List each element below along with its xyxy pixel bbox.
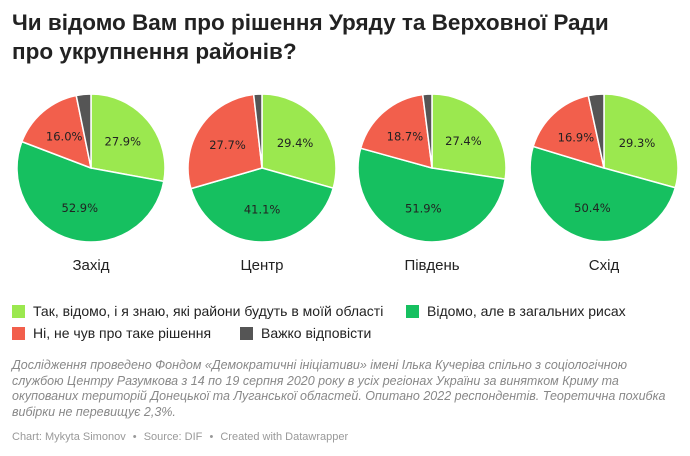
title-line-2: про укрупнення районів? <box>12 39 297 64</box>
credits: Chart: Mykyta Simonov • Source: DIF • Cr… <box>12 431 348 443</box>
pie-charts: 27.9% 52.9% 16.0% Захід 29.4% 41.1% 27.7% Центр… <box>16 93 679 274</box>
pie-slice-pivden-general <box>357 147 507 243</box>
credit-source: Source: DIF <box>143 431 203 443</box>
slice-label-skhid-no: 16.9% <box>558 131 595 145</box>
legend-item-no: Ні, не чув про таке рішення <box>12 325 240 341</box>
legend-swatch-yes-know <box>12 304 25 318</box>
legend-swatch-general <box>406 304 419 318</box>
legend-row-2: Ні, не чув про таке рішення Важко відпов… <box>12 322 682 344</box>
legend: Так, відомо, і я знаю, які райони будуть… <box>12 300 682 344</box>
region-label-skhid: Схід <box>589 257 620 274</box>
pie-slice-pivden-no <box>359 93 433 170</box>
slice-label-pivden-general: 51.9% <box>405 202 442 216</box>
slice-label-pivden-yes_know: 27.4% <box>445 134 482 148</box>
legend-item-hard: Важко відповісти <box>240 325 371 341</box>
slice-label-zakhid-no: 16.0% <box>46 129 83 143</box>
pie-slice-skhid-yes_know <box>603 93 679 189</box>
pie-slice-tsentr-general <box>190 167 335 243</box>
chart-title: Чи відомо Вам про рішення Уряду та Верхо… <box>12 8 682 66</box>
legend-label-yes-know: Так, відомо, і я знаю, які райони будуть… <box>33 303 384 319</box>
slice-label-zakhid-general: 52.9% <box>62 201 99 215</box>
legend-row-1: Так, відомо, і я знаю, які райони будуть… <box>12 300 682 322</box>
pie-slice-pivden-yes_know <box>431 93 507 180</box>
slice-label-tsentr-yes_know: 29.4% <box>277 136 314 150</box>
region-label-zakhid: Захід <box>73 257 110 274</box>
legend-item-general: Відомо, але в загальних рисах <box>406 303 626 319</box>
pie-slice-zakhid-no <box>20 94 93 170</box>
slice-label-tsentr-no: 27.7% <box>209 138 246 152</box>
region-label-tsentr: Центр <box>241 257 284 274</box>
pie-slice-tsentr-yes_know <box>261 93 337 190</box>
pie-slice-tsentr-no <box>187 93 263 190</box>
pie-slice-zakhid-general <box>16 140 165 243</box>
slice-label-zakhid-yes_know: 27.9% <box>105 135 142 149</box>
legend-label-no: Ні, не чув про таке рішення <box>33 325 212 341</box>
pie-slice-skhid-no <box>532 94 606 170</box>
legend-label-hard: Важко відповісти <box>261 325 372 341</box>
pie-slice-pivden-hard <box>421 93 433 169</box>
credit-created-with: Created with Datawrapper <box>220 431 349 443</box>
slice-label-tsentr-general: 41.1% <box>244 202 281 216</box>
legend-item-yes-know: Так, відомо, і я знаю, які райони будуть… <box>12 303 406 319</box>
pie-slice-skhid-general <box>529 145 677 243</box>
pie-slice-skhid-hard <box>587 93 605 169</box>
credit-separator: • <box>209 431 214 443</box>
slice-label-pivden-no: 18.7% <box>387 130 424 144</box>
title-line-1: Чи відомо Вам про рішення Уряду та Верхо… <box>12 10 609 35</box>
credit-separator: • <box>132 431 137 443</box>
legend-swatch-hard <box>240 326 253 340</box>
legend-label-general: Відомо, але в загальних рисах <box>427 303 626 319</box>
region-label-pivden: Південь <box>404 257 459 274</box>
slice-label-skhid-yes_know: 29.3% <box>619 136 656 150</box>
methodology-note: Дослідження проведено Фондом «Демократич… <box>12 358 666 419</box>
pie-slice-zakhid-yes_know <box>90 93 166 183</box>
slice-label-skhid-general: 50.4% <box>574 201 611 215</box>
pie-slice-zakhid-hard <box>75 93 92 169</box>
pie-slice-tsentr-hard <box>252 93 263 169</box>
credit-chart-author: Chart: Mykyta Simonov <box>12 431 126 443</box>
legend-swatch-no <box>12 326 25 340</box>
